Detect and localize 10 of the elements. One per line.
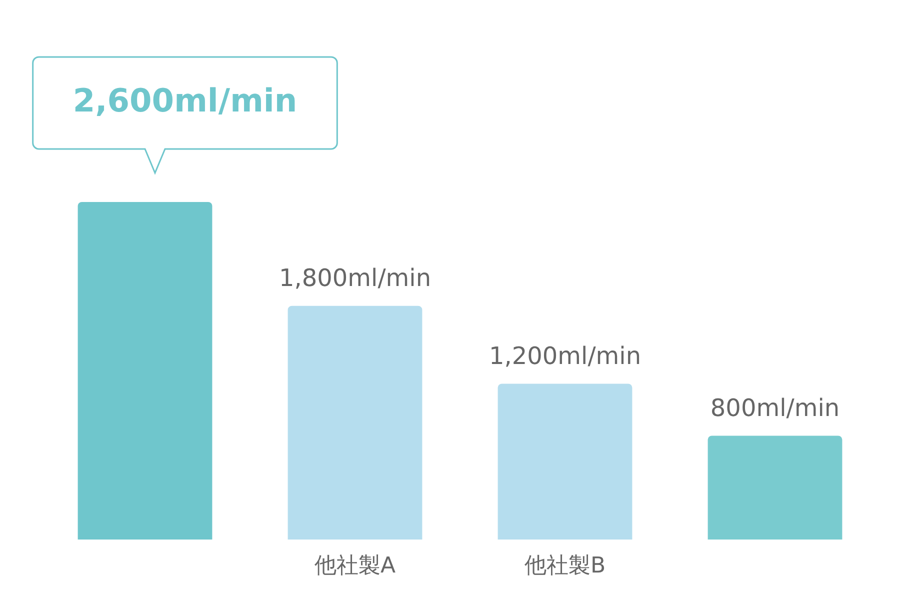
x-tick-label: 他社製B xyxy=(524,554,606,579)
data-label: 1,200ml/min xyxy=(488,342,642,370)
bar xyxy=(78,202,212,540)
data-label: 800ml/min xyxy=(710,394,840,422)
bar xyxy=(498,384,632,540)
x-tick-label: 他社製A xyxy=(314,554,396,579)
bar xyxy=(708,436,842,540)
data-label: 1,800ml/min xyxy=(278,264,432,292)
bar xyxy=(288,306,422,540)
data-label: 2,600ml/min xyxy=(72,81,298,120)
